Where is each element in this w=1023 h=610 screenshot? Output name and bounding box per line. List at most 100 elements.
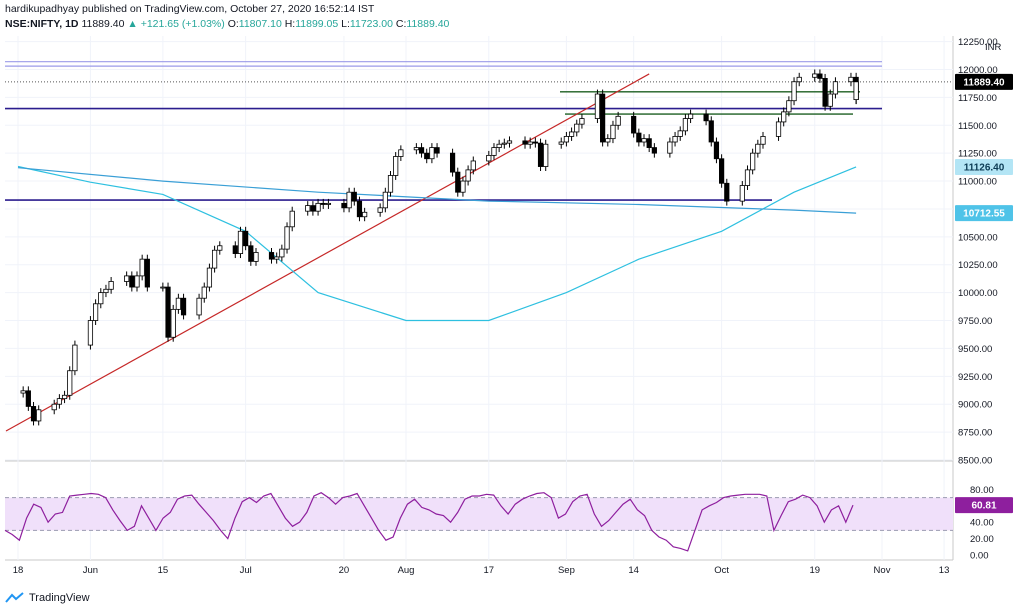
candle-body	[274, 256, 280, 260]
candle-body	[25, 390, 31, 407]
high-value: 11899.05	[295, 18, 339, 30]
x-tick-label: Aug	[398, 565, 415, 576]
rsi-tick-label: 0.00	[970, 551, 989, 562]
candle-body	[253, 252, 259, 262]
candle-body	[72, 344, 78, 372]
candle-body	[351, 191, 357, 202]
grid-layer	[5, 36, 954, 561]
symbol-ohlc-line: NSE:NIFTY, 1D 11889.40 ▲ +121.65 (+1.03%…	[5, 17, 449, 32]
candle-body	[455, 171, 461, 193]
published-line: hardikupadhyay published on TradingView.…	[5, 3, 375, 15]
candle-body	[341, 202, 347, 209]
candle-body	[30, 406, 37, 422]
candle-body	[631, 115, 637, 134]
candle-body	[750, 152, 756, 171]
candle-body	[568, 131, 575, 137]
candle-body	[346, 191, 352, 209]
x-tick-label: 15	[158, 565, 169, 576]
symbol-label[interactable]: NSE:NIFTY, 1D	[5, 18, 79, 30]
candle-body	[382, 191, 388, 209]
candle-body	[600, 93, 606, 143]
candle-body	[93, 303, 99, 321]
candle-body	[465, 169, 471, 182]
candle-body	[175, 297, 181, 310]
x-tick-label: 14	[628, 565, 639, 576]
candle-body	[201, 286, 207, 299]
candle-body	[713, 141, 720, 160]
y-tick-label: 10500.00	[958, 232, 998, 243]
candle-body	[20, 390, 26, 394]
candle-body	[687, 113, 694, 119]
candle-body	[796, 76, 802, 83]
candle-body	[486, 154, 492, 162]
candle-body	[56, 398, 62, 405]
candle-body	[434, 147, 440, 154]
y-tick-label: 10250.00	[958, 260, 998, 271]
y-tick-label: 9500.00	[958, 344, 992, 355]
price-tags-layer: 11889.40 11126.40 10712.55 60.81	[955, 73, 1013, 514]
candle-body	[558, 141, 564, 145]
candle-body	[527, 141, 533, 145]
candle-body	[98, 292, 104, 305]
moving-average-short-line	[17, 165, 857, 322]
candle-body	[460, 180, 466, 193]
candle-body	[615, 115, 621, 126]
candle-body	[268, 252, 275, 260]
change-arrow-icon: ▲	[127, 18, 138, 30]
footer: TradingView	[5, 589, 90, 607]
change-value: +121.65 (+1.03%)	[140, 18, 225, 30]
ma-long-price-tag: 10712.55	[963, 209, 1005, 220]
candle-body	[651, 147, 657, 154]
candle-body	[36, 409, 42, 422]
candle-body	[67, 370, 73, 396]
candle-body	[362, 211, 368, 218]
candle-body	[708, 120, 714, 143]
x-tick-label: Nov	[874, 565, 891, 576]
candle-body	[424, 152, 430, 160]
rsi-band	[5, 497, 953, 531]
levels-layer	[5, 61, 953, 432]
x-tick-label: Oct	[714, 565, 729, 576]
candle-body	[724, 182, 730, 202]
rsi-line	[4, 492, 854, 552]
last-price-tag-bg	[955, 73, 1013, 90]
candle-body	[744, 169, 751, 186]
candle-body	[491, 147, 497, 156]
last-price-tag: 11889.40	[963, 77, 1005, 88]
rsi-value-tag: 60.81	[971, 501, 996, 512]
candle-body	[646, 138, 652, 148]
x-tick-label: 17	[484, 565, 495, 576]
candle-body	[217, 245, 223, 251]
candle-body	[781, 111, 787, 123]
candle-body	[791, 81, 797, 102]
candle-body	[398, 149, 404, 157]
x-tick-label: Jul	[240, 565, 252, 576]
x-tick-label: 19	[809, 565, 820, 576]
chart-header: hardikupadhyay published on TradingView.…	[5, 2, 449, 32]
candle-body	[134, 275, 140, 288]
ma-short-price-tag: 11126.40	[964, 162, 1005, 173]
y-tick-label: 9250.00	[958, 372, 992, 383]
candle-body	[232, 245, 238, 254]
candle-body	[641, 138, 647, 143]
candle-body	[563, 136, 570, 143]
candle-body	[170, 308, 176, 338]
candle-body	[289, 210, 295, 228]
candle-body	[356, 200, 363, 218]
x-tick-label: 20	[339, 565, 350, 576]
candle-body	[775, 121, 782, 137]
y-tick-label: 9750.00	[958, 316, 992, 327]
low-value: 11723.00	[349, 18, 393, 30]
y-tick-label: 12250.00	[958, 37, 998, 48]
trendline	[5, 73, 650, 432]
candle-body	[506, 140, 513, 144]
candle-body	[610, 124, 616, 140]
candle-body	[108, 281, 114, 290]
currency-label[interactable]: INR	[985, 42, 1002, 53]
candle-body	[211, 249, 218, 269]
candle-body	[103, 288, 109, 294]
candle-body	[822, 78, 828, 107]
y-tick-label: 8500.00	[958, 456, 992, 467]
candle-body	[165, 286, 171, 338]
